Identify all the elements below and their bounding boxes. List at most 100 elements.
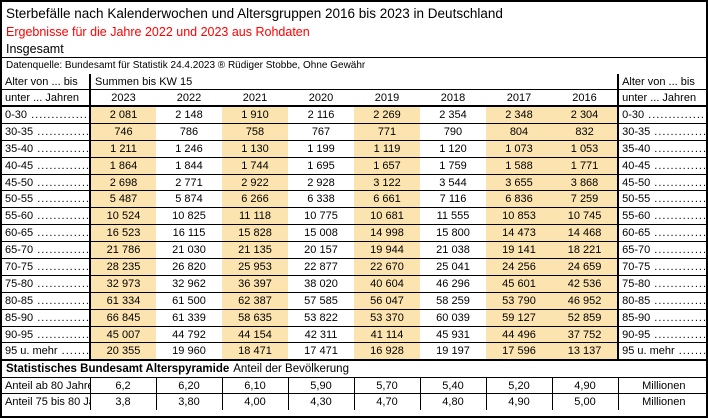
value-2022: 2 771: [156, 174, 222, 192]
age-label-right: 95 u. mehr ..........................: [617, 342, 706, 360]
share-value-2018: 4,80: [419, 393, 487, 410]
share-value-2019: 4,70: [353, 393, 421, 410]
value-2016: 37 752: [552, 326, 619, 344]
value-2020: 53 822: [288, 309, 354, 327]
value-2018: 790: [420, 123, 486, 141]
age-label-text: 80-85: [5, 294, 34, 307]
age-label-left: 60-65 ..........................: [2, 224, 91, 243]
age-label-right: 35-40 ..........................: [617, 140, 706, 158]
share-row-80plus: Anteil ab 80 Jahre 6,2 6,20 6,10 5,90 5,…: [2, 376, 706, 395]
value-2018: 1 759: [420, 157, 486, 175]
value-2022: 21 030: [156, 241, 222, 260]
age-label-right: 50-55 ..........................: [617, 190, 706, 209]
age-label-right: 30-35 ..........................: [617, 123, 706, 141]
value-2023: 16 523: [90, 224, 156, 243]
scope-label: Insgesamt: [6, 42, 64, 56]
value-2017: 24 256: [486, 258, 552, 276]
value-2020: 38 020: [288, 275, 354, 293]
dot-leader: ..........................: [37, 277, 90, 290]
value-2021: 21 135: [222, 241, 288, 260]
share-value-2018: 5,40: [419, 376, 487, 395]
value-2019: 41 114: [354, 326, 420, 344]
age-label-left: 30-35 ..........................: [2, 123, 91, 141]
age-label-text: 60-65: [5, 227, 34, 240]
value-2023: 32 973: [90, 275, 156, 293]
age-label-left: 0-30 ..........................: [2, 106, 91, 124]
value-2016: 46 952: [552, 292, 619, 310]
age-label-text: 30-35: [5, 125, 34, 138]
dot-leader: ..........................: [654, 328, 707, 341]
value-2019: 19 944: [354, 241, 420, 260]
age-row: 60-65 .......................... 16 523 …: [2, 224, 707, 243]
age-label-right: 75-80 ..........................: [617, 275, 707, 293]
value-2022: 786: [156, 123, 222, 141]
value-2022: 32 962: [156, 275, 222, 293]
value-2018: 19 197: [436, 345, 470, 358]
dot-leader: ..........................: [648, 108, 706, 121]
value-2022: 5 874: [156, 190, 222, 209]
age-label-text: 35-40: [5, 142, 34, 155]
share-value-2023: 6,2: [89, 376, 157, 395]
value-2021: 11 118: [222, 207, 288, 226]
table-header-row-1: Alter von ... bis Summen bis KW 15 Alter…: [2, 74, 706, 90]
dot-leader: ..........................: [37, 294, 90, 307]
value-2017: 1 073: [486, 140, 552, 158]
age-row: 80-85 .......................... 61 334 …: [2, 292, 706, 310]
title-block: Sterbefälle nach Kalenderwochen und Alte…: [2, 2, 706, 57]
value-2020: 22 877: [288, 258, 354, 276]
age-label-text: 60-65: [622, 227, 651, 240]
age-label-text: 50-55: [5, 193, 34, 206]
age-label-text: 30-35: [622, 125, 651, 138]
age-label-text: 35-40: [622, 142, 651, 155]
value-2018: 3 544: [420, 174, 486, 192]
value-2022: 10 825: [156, 207, 222, 226]
value-2017: 14 473: [486, 224, 552, 243]
value-2019: 56 047: [354, 292, 420, 310]
share-value-2022: 6,20: [155, 376, 223, 395]
dot-leader: ..........................: [37, 142, 90, 155]
value-2020: 2 928: [288, 174, 354, 192]
year-column-header: 2023: [90, 89, 156, 107]
dot-leader: ..........................: [654, 176, 707, 189]
value-2019: 40 604: [354, 275, 420, 293]
dot-leader: ..........................: [654, 277, 707, 290]
dot-leader: ..........................: [654, 227, 707, 240]
age-label-left: 45-50 ..........................: [2, 174, 91, 192]
value-2020: 15 008: [288, 224, 354, 243]
age-label-left: 35-40 ..........................: [2, 140, 91, 158]
value-2019: 3 122: [354, 174, 420, 192]
value-2017: 804: [486, 123, 552, 141]
footer-title-rest: Anteil der Bevölkerung: [233, 363, 349, 376]
dot-leader: ..........................: [37, 193, 90, 206]
age-label-left: 80-85 ..........................: [2, 292, 91, 310]
value-2016: 52 859: [552, 309, 619, 327]
value-2016: 832: [552, 123, 619, 141]
share-row-75to80: Anteil 75 bis 80 Jahre 3,8 3,80 4,00 4,3…: [2, 393, 706, 410]
value-2016: 2 304: [552, 106, 619, 124]
value-2017: 44 496: [486, 326, 552, 344]
value-2019: 14 998: [354, 224, 420, 243]
dot-leader: ..........................: [678, 345, 706, 358]
dot-leader: ..........................: [61, 345, 90, 358]
value-2021: 36 397: [222, 275, 288, 293]
age-label-right: 45-50 ..........................: [617, 174, 707, 192]
value-2021: 58 635: [222, 309, 288, 327]
value-2020: 1 199: [288, 140, 354, 158]
value-2016: 3 868: [552, 174, 619, 192]
value-2021: 18 471: [222, 342, 288, 360]
age-label-text: 75-80: [5, 277, 34, 290]
share-row-label: Anteil 75 bis 80 Jahre: [2, 393, 91, 410]
value-2021: 758: [222, 123, 288, 141]
year-column-header: 2021: [222, 89, 288, 107]
dot-leader: ..........................: [37, 176, 90, 189]
value-2020: 767: [288, 123, 354, 141]
age-label-right: 55-60 ..........................: [617, 207, 706, 226]
share-value-2016: 4,90: [551, 376, 619, 395]
age-label-left: 65-70 ..........................: [2, 241, 91, 260]
value-2022: 61 500: [156, 292, 222, 310]
value-2016: 18 221: [552, 241, 619, 260]
corner-left-top: Alter von ... bis: [2, 74, 91, 90]
value-2016: 24 659: [552, 258, 619, 276]
age-label-left: 40-45 ..........................: [2, 157, 91, 175]
dot-leader: ..........................: [654, 159, 707, 172]
